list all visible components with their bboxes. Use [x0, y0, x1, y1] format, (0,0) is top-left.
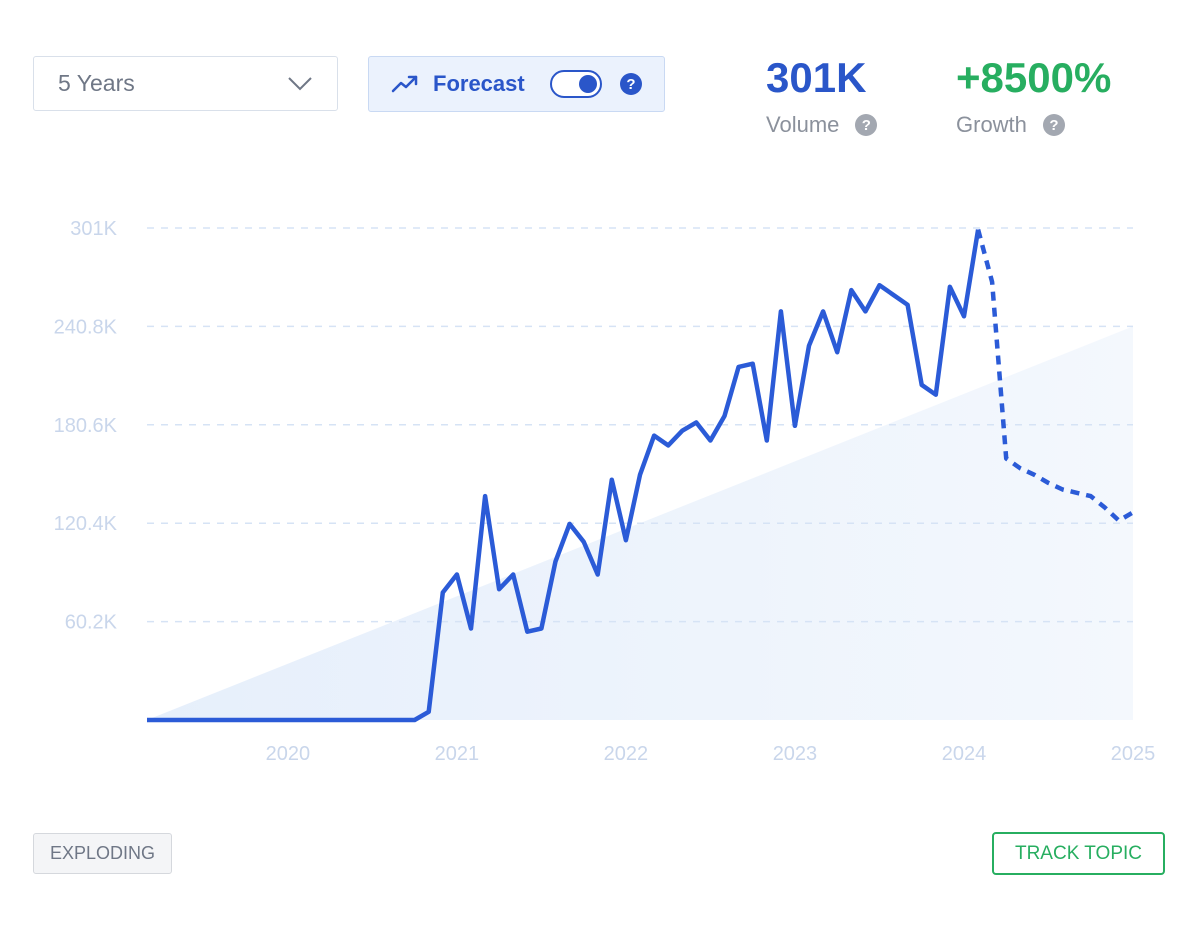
toggle-knob	[579, 75, 597, 93]
x-tick-label: 2023	[773, 743, 818, 765]
y-tick-label: 240.8K	[54, 316, 118, 338]
y-tick-label: 180.6K	[54, 415, 118, 437]
y-tick-label: 60.2K	[65, 612, 118, 634]
forecast-help-icon[interactable]: ?	[620, 73, 642, 95]
growth-value: +8500%	[956, 54, 1112, 101]
x-tick-label: 2021	[435, 743, 480, 765]
x-tick-label: 2020	[266, 743, 311, 765]
volume-value: 301K	[766, 54, 867, 101]
volume-label: Volume	[766, 112, 840, 137]
chevron-down-icon	[287, 76, 313, 92]
volume-stat: 301K Volume ?	[766, 54, 878, 138]
track-topic-button[interactable]: TRACK TOPIC	[992, 832, 1165, 875]
x-tick-label: 2024	[942, 743, 987, 765]
forecast-toggle[interactable]	[550, 70, 602, 98]
forecast-control: Forecast ?	[368, 56, 665, 112]
trend-up-icon	[391, 74, 419, 94]
status-badge: EXPLODING	[33, 833, 172, 874]
growth-stat: +8500% Growth ?	[956, 56, 1111, 138]
time-range-select[interactable]: 5 Years	[33, 56, 338, 111]
x-tick-label: 2025	[1111, 743, 1156, 765]
volume-chart: 60.2K 120.4K 180.6K 240.8K 301K 2020 2021 2022 2…	[54, 218, 1156, 765]
growth-help-icon[interactable]: ?	[1042, 114, 1065, 136]
forecast-line	[975, 229, 1135, 523]
volume-line	[147, 229, 981, 723]
y-tick-label: 301K	[70, 218, 117, 240]
forecast-label: Forecast	[433, 71, 525, 96]
growth-label: Growth	[956, 112, 1027, 137]
y-tick-label: 120.4K	[54, 513, 118, 535]
x-tick-label: 2022	[604, 743, 649, 765]
time-range-value: 5 Years	[58, 70, 135, 96]
volume-help-icon[interactable]: ?	[855, 114, 878, 136]
